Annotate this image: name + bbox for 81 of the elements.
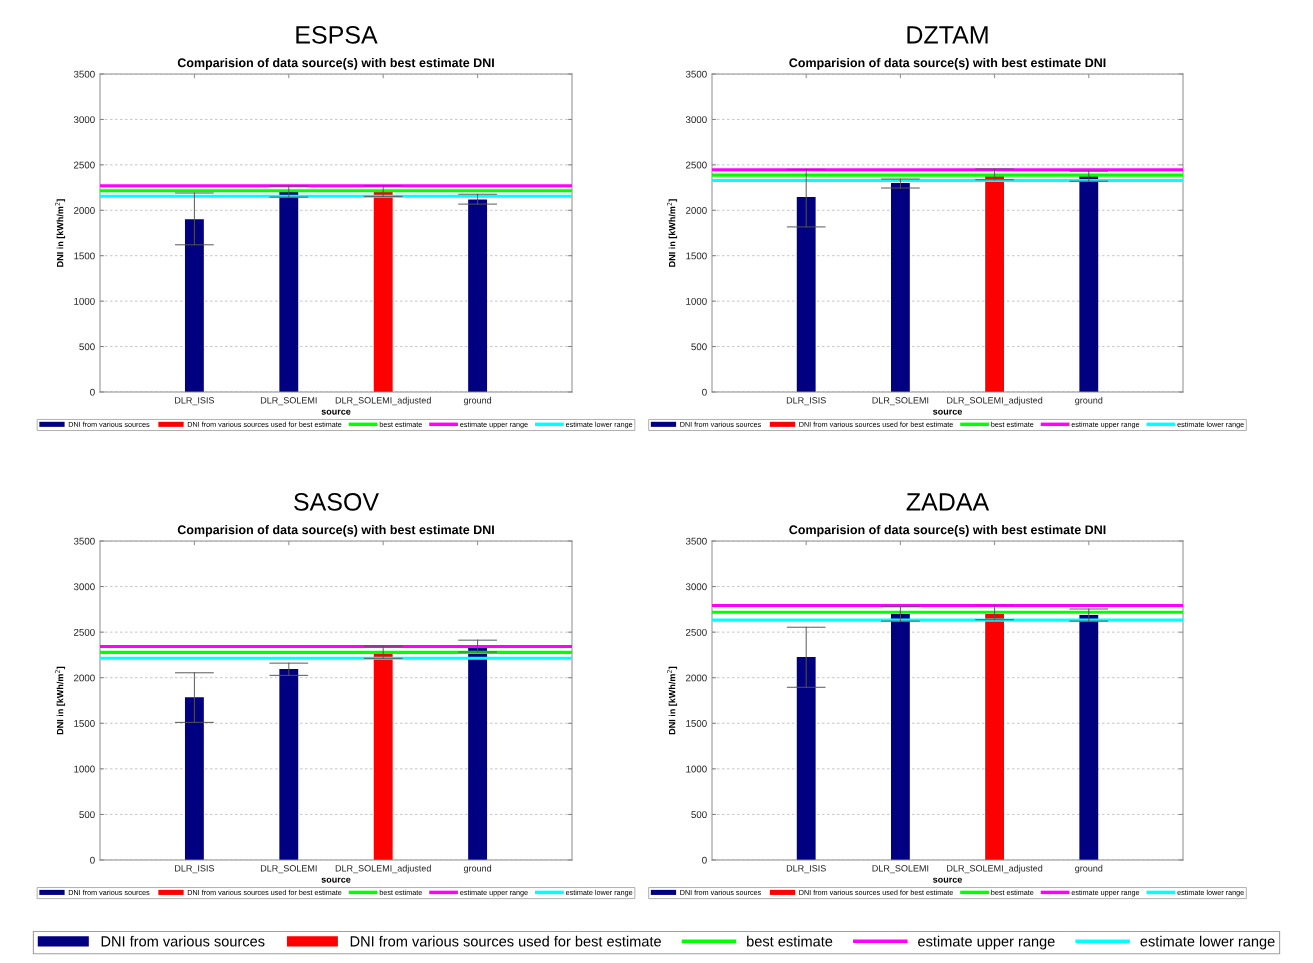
x-axis-title: source bbox=[321, 877, 351, 883]
bar bbox=[1079, 615, 1099, 860]
x-tick-label: DLR_SOLEMI bbox=[872, 397, 929, 406]
bar bbox=[373, 192, 393, 392]
x-axis-title: source bbox=[933, 877, 962, 883]
y-tick-label: 2500 bbox=[686, 161, 707, 169]
bar bbox=[279, 192, 299, 392]
y-tick-label: 3500 bbox=[685, 537, 707, 545]
x-tick-label: ground bbox=[1075, 864, 1103, 874]
chart-title: ZADAA bbox=[906, 493, 990, 511]
y-tick-label: 2000 bbox=[74, 674, 95, 682]
y-tick-label: 500 bbox=[79, 811, 95, 819]
y-tick-label: 3500 bbox=[685, 70, 707, 78]
x-tick-label: DLR_SOLEMI_adjusted bbox=[335, 396, 431, 406]
y-tick-label: 1000 bbox=[74, 765, 95, 773]
x-tick-label: DLR_SOLEMI_adjusted bbox=[335, 864, 431, 874]
x-tick-label: ground bbox=[463, 396, 492, 406]
chart-title: DZTAM bbox=[907, 26, 988, 44]
y-tick-label: 3000 bbox=[73, 116, 95, 124]
y-tick-label: 0 bbox=[702, 856, 707, 864]
y-tick-label: 3000 bbox=[73, 583, 95, 591]
y-tick-label: 1000 bbox=[686, 765, 707, 773]
y-axis-title: DNI in [kWh/m$^{2}$] bbox=[667, 199, 678, 267]
y-tick-label: 2500 bbox=[686, 628, 707, 636]
y-tick-label: 2000 bbox=[686, 674, 707, 682]
y-tick-label: 1500 bbox=[74, 720, 95, 727]
y-tick-label: 1500 bbox=[686, 720, 707, 727]
bar bbox=[468, 199, 488, 392]
y-tick-label: 500 bbox=[79, 343, 95, 351]
bar bbox=[279, 669, 299, 860]
x-tick-label: DLR_ISIS bbox=[175, 865, 215, 874]
chart-subtitle: Comparision of data source(s) with best estimate DNI bbox=[177, 525, 494, 537]
y-axis-title: DNI in [kWh/m$^{2}$] bbox=[55, 666, 66, 735]
y-tick-label: 3000 bbox=[685, 116, 707, 124]
x-tick-label: DLR_SOLEMI_adjusted bbox=[947, 864, 1043, 874]
x-tick-label: DLR_SOLEMI bbox=[260, 397, 317, 406]
y-tick-label: 0 bbox=[90, 388, 95, 396]
bar bbox=[184, 697, 204, 860]
x-axis-title: source bbox=[321, 409, 351, 415]
chart-subtitle: Comparision of data source(s) with best estimate DNI bbox=[177, 58, 494, 70]
chart-subtitle: Comparision of data source(s) with best estimate DNI bbox=[789, 525, 1106, 537]
text: DNI from various sources used for best estimate bbox=[350, 935, 661, 947]
text: estimate upper range bbox=[918, 935, 1055, 950]
x-axis-title: source bbox=[933, 409, 962, 415]
bar bbox=[796, 656, 816, 860]
bar bbox=[468, 647, 488, 860]
x-tick-label: DLR_ISIS bbox=[786, 397, 826, 406]
y-tick-label: 0 bbox=[702, 388, 707, 396]
text: DNI from various sources bbox=[101, 935, 265, 947]
y-tick-label: 2500 bbox=[74, 628, 95, 636]
chart-title: ESPSA bbox=[296, 26, 378, 44]
y-tick-label: 1000 bbox=[74, 297, 95, 305]
x-tick-label: DLR_SOLEMI bbox=[872, 865, 929, 874]
y-tick-label: 2500 bbox=[74, 161, 95, 169]
chart-title: SASOV bbox=[294, 493, 379, 511]
y-tick-label: 2000 bbox=[686, 207, 707, 214]
y-tick-label: 1500 bbox=[686, 252, 707, 260]
y-tick-label: 0 bbox=[90, 856, 95, 864]
y-axis-title: DNI in [kWh/m$^{2}$] bbox=[55, 199, 66, 267]
y-tick-label: 3500 bbox=[73, 70, 95, 78]
bar bbox=[373, 653, 393, 860]
bar bbox=[985, 613, 1005, 860]
bar bbox=[184, 219, 204, 392]
y-tick-label: 1000 bbox=[686, 297, 707, 305]
chart-subtitle: Comparision of data source(s) with best estimate DNI bbox=[789, 58, 1106, 70]
x-tick-label: DLR_ISIS bbox=[786, 865, 826, 874]
x-tick-label: DLR_ISIS bbox=[175, 397, 215, 406]
y-tick-label: 1500 bbox=[74, 252, 95, 260]
y-tick-label: 3500 bbox=[73, 537, 95, 545]
x-tick-label: DLR_SOLEMI_adjusted bbox=[947, 396, 1043, 406]
y-tick-label: 3000 bbox=[685, 583, 707, 591]
y-tick-label: 2000 bbox=[74, 207, 95, 214]
y-axis-title: DNI in [kWh/m$^{2}$] bbox=[667, 666, 678, 735]
x-tick-label: DLR_SOLEMI bbox=[260, 865, 317, 874]
y-tick-label: 500 bbox=[691, 343, 707, 351]
x-tick-label: ground bbox=[463, 864, 492, 874]
x-tick-label: ground bbox=[1075, 396, 1103, 406]
y-tick-label: 500 bbox=[691, 811, 707, 819]
bar bbox=[890, 613, 910, 860]
text: best estimate bbox=[747, 935, 833, 947]
text: estimate lower range bbox=[1140, 935, 1275, 950]
